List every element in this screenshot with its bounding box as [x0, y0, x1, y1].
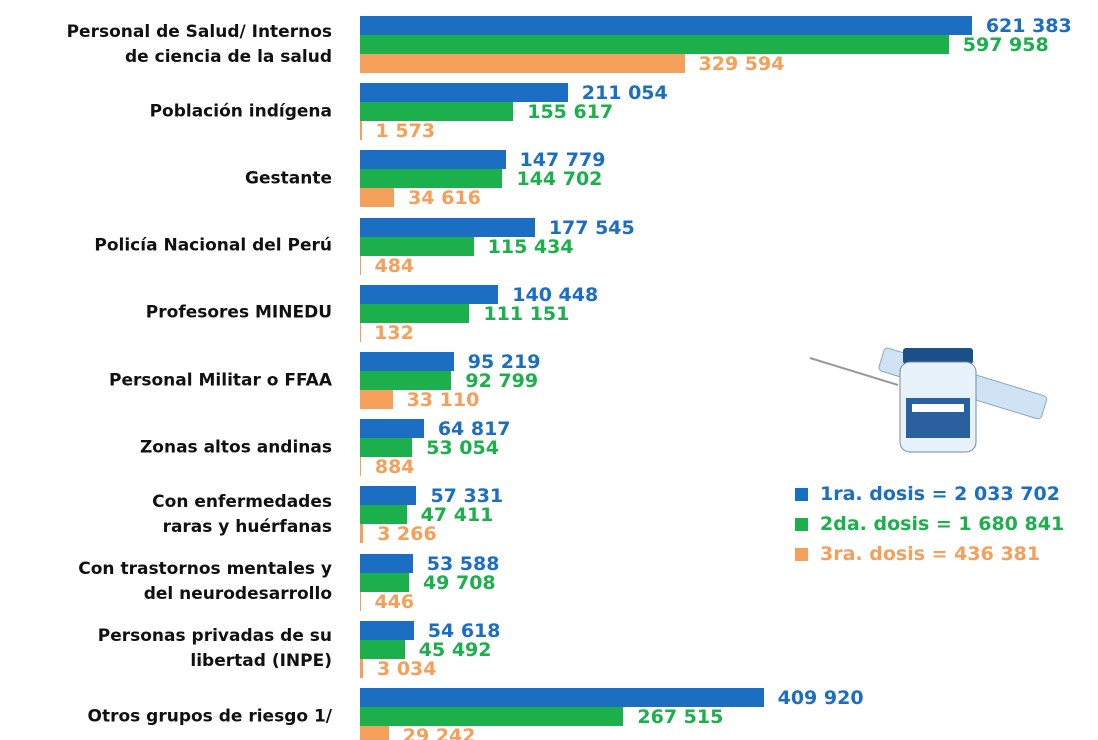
legend-swatch — [795, 488, 808, 501]
category-label: Zonas altos andinas — [139, 437, 332, 458]
value-label: 3 034 — [376, 657, 437, 680]
bar — [360, 217, 535, 237]
bar — [360, 390, 393, 409]
bar — [360, 419, 424, 439]
value-label: 484 — [374, 254, 415, 277]
bar — [360, 524, 364, 544]
value-label: 29 242 — [402, 725, 476, 740]
value-label: 267 515 — [637, 706, 724, 728]
value-label: 329 594 — [698, 53, 785, 75]
value-label: 57 331 — [430, 485, 504, 508]
value-label: 53 588 — [426, 552, 500, 575]
value-label: 409 920 — [777, 687, 864, 709]
legend-swatch — [795, 548, 808, 561]
value-label: 33 110 — [406, 389, 480, 411]
bar — [360, 16, 972, 35]
value-label: 45 492 — [418, 638, 492, 661]
bar — [360, 572, 409, 592]
value-label: 92 799 — [465, 370, 539, 392]
bar — [360, 83, 568, 103]
bar — [360, 707, 624, 726]
bar — [360, 553, 413, 573]
value-label: 446 — [374, 590, 415, 613]
bar — [360, 303, 470, 323]
value-label: 64 817 — [437, 418, 511, 441]
value-label: 884 — [374, 456, 415, 479]
category-label: Profesores MINEDU — [145, 302, 332, 323]
value-label: 132 — [374, 321, 414, 344]
value-label: 34 616 — [408, 187, 481, 210]
value-label: 47 411 — [420, 504, 494, 527]
value-label: 597 958 — [962, 34, 1049, 56]
value-label: 177 545 — [548, 216, 635, 239]
category-label: Gestante — [245, 168, 332, 189]
legend-label: 1ra. dosis = 2 033 702 — [820, 483, 1060, 505]
legend-swatch — [795, 518, 808, 531]
category-label: Población indígena — [149, 101, 332, 122]
category-label: Con enfermedades raras y huérfanas — [152, 491, 332, 537]
value-label: 111 151 — [483, 302, 570, 325]
category-label: Otros grupos de riesgo 1/ — [87, 706, 333, 726]
value-label: 54 618 — [427, 619, 501, 642]
value-label: 155 617 — [527, 101, 614, 124]
bar — [360, 620, 414, 640]
value-label: 144 702 — [516, 168, 603, 191]
bar — [360, 371, 452, 390]
bar — [360, 236, 474, 256]
bar — [360, 150, 506, 170]
value-label: 211 054 — [581, 82, 668, 105]
value-label: 49 708 — [422, 571, 496, 594]
value-label: 147 779 — [519, 149, 606, 172]
vaccine-illustration — [809, 347, 1048, 453]
bar — [360, 457, 361, 477]
bar — [360, 352, 454, 371]
bar — [360, 121, 362, 141]
category-label: Personal de Salud/ Internos de ciencia d… — [66, 21, 332, 67]
bar — [360, 726, 389, 740]
bar — [360, 639, 405, 659]
bar — [360, 102, 514, 122]
value-label: 3 266 — [377, 523, 437, 546]
value-label: 1 573 — [375, 120, 436, 143]
bar — [360, 505, 407, 525]
legend-label: 2da. dosis = 1 680 841 — [820, 513, 1065, 535]
category-label: Con trastornos mentales y del neurodesar… — [78, 559, 332, 605]
bar — [360, 54, 685, 73]
legend-label: 3ra. dosis = 436 381 — [820, 543, 1041, 565]
value-label: 140 448 — [512, 283, 599, 306]
bar — [360, 35, 949, 54]
bar — [360, 688, 764, 707]
category-label: Personas privadas de su libertad (INPE) — [97, 626, 332, 672]
bar — [360, 438, 413, 458]
bar — [360, 188, 395, 208]
bar — [360, 169, 503, 189]
value-label: 53 054 — [426, 437, 499, 460]
value-label: 95 219 — [467, 351, 541, 373]
bar — [360, 658, 363, 678]
category-label: Policía Nacional del Perú — [94, 235, 332, 256]
bar — [360, 284, 499, 304]
category-label: Personal Militar o FFAA — [109, 370, 332, 390]
value-label: 621 383 — [985, 15, 1072, 37]
bar — [360, 486, 417, 506]
value-label: 115 434 — [487, 235, 574, 258]
